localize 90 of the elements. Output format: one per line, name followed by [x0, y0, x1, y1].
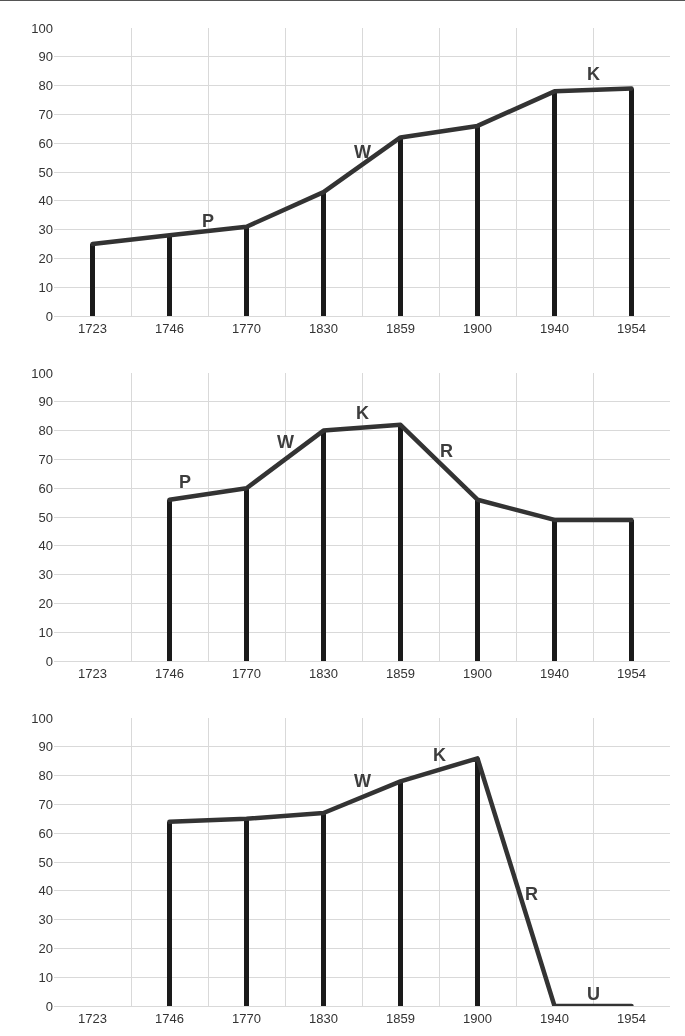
bar — [398, 781, 403, 1006]
bar — [321, 192, 326, 316]
y-tick-label: 10 — [38, 279, 53, 295]
annotation: K — [587, 64, 600, 84]
bar — [321, 813, 326, 1006]
bar — [167, 499, 172, 661]
annotation: W — [354, 771, 371, 791]
bar — [629, 519, 634, 661]
y-tick-label: 40 — [38, 193, 53, 209]
bar — [475, 499, 480, 661]
y-tick-label: 100 — [31, 20, 53, 36]
y-tick-label: 30 — [38, 912, 53, 928]
annotation: K — [356, 403, 369, 423]
y-tick-label: 80 — [38, 78, 53, 94]
x-tick-label: 1723 — [78, 665, 107, 681]
y-tick-label: 30 — [38, 567, 53, 583]
y-tick-label: 0 — [45, 653, 53, 669]
x-tick-label: 1723 — [78, 320, 107, 336]
x-tick-label: 1940 — [540, 665, 569, 681]
bar — [90, 244, 95, 316]
x-tick-label: 1746 — [155, 665, 184, 681]
y-tick-label: 100 — [31, 710, 53, 726]
bar — [398, 137, 403, 316]
y-tick-label: 10 — [38, 624, 53, 640]
x-tick-label: 1900 — [463, 1010, 492, 1026]
bar — [398, 424, 403, 661]
x-tick-label: 1723 — [78, 1010, 107, 1026]
y-tick-label: 60 — [38, 135, 53, 151]
y-tick-label: 90 — [38, 739, 53, 755]
x-tick-label: 1940 — [540, 1010, 569, 1026]
x-tick-label: 1954 — [617, 1010, 646, 1026]
y-tick-label: 60 — [38, 825, 53, 841]
x-tick-label: 1746 — [155, 1010, 184, 1026]
bar — [167, 235, 172, 316]
y-tick-label: 90 — [38, 394, 53, 410]
x-tick-label: 1770 — [232, 1010, 261, 1026]
x-tick-label: 1770 — [232, 665, 261, 681]
line-series — [167, 422, 634, 523]
y-tick-label: 40 — [38, 883, 53, 899]
annotation: P — [179, 472, 192, 492]
y-tick-label: 20 — [38, 595, 53, 611]
x-tick-label: 1859 — [386, 320, 415, 336]
x-tick-label: 1954 — [617, 320, 646, 336]
bar — [475, 125, 480, 316]
y-tick-label: 10 — [38, 969, 53, 985]
annotation: R — [440, 441, 453, 461]
annotation: W — [354, 142, 371, 162]
y-tick-label: 50 — [38, 164, 53, 180]
annotation: U — [587, 984, 600, 1004]
y-tick-label: 50 — [38, 509, 53, 525]
y-tick-label: 20 — [38, 940, 53, 956]
x-tick-label: 1954 — [617, 665, 646, 681]
x-tick-label: 1940 — [540, 320, 569, 336]
y-tick-label: 0 — [45, 308, 53, 324]
y-tick-label: 40 — [38, 538, 53, 554]
annotation: K — [433, 745, 446, 765]
bar — [167, 821, 172, 1006]
x-tick-label: 1830 — [309, 320, 338, 336]
x-tick-label: 1770 — [232, 320, 261, 336]
y-tick-label: 90 — [38, 49, 53, 65]
bar — [552, 91, 557, 316]
y-tick-label: 70 — [38, 106, 53, 122]
x-tick-label: 1900 — [463, 665, 492, 681]
bar — [552, 519, 557, 661]
y-tick-label: 100 — [31, 365, 53, 381]
x-tick-label: 1830 — [309, 665, 338, 681]
y-tick-label: 70 — [38, 796, 53, 812]
annotation: P — [202, 211, 215, 231]
x-tick-label: 1746 — [155, 320, 184, 336]
bar — [244, 488, 249, 661]
y-tick-label: 70 — [38, 451, 53, 467]
y-tick-label: 0 — [45, 998, 53, 1014]
bar — [244, 818, 249, 1006]
y-tick-label: 80 — [38, 423, 53, 439]
y-tick-label: 80 — [38, 768, 53, 784]
annotation: W — [277, 432, 294, 452]
line-series — [90, 86, 634, 247]
x-tick-label: 1900 — [463, 320, 492, 336]
bar — [244, 226, 249, 316]
x-tick-label: 1830 — [309, 1010, 338, 1026]
bar — [475, 758, 480, 1006]
y-tick-label: 20 — [38, 250, 53, 266]
y-tick-label: 60 — [38, 480, 53, 496]
bar — [321, 430, 326, 661]
y-tick-label: 50 — [38, 854, 53, 870]
x-tick-label: 1859 — [386, 665, 415, 681]
annotation: R — [525, 884, 538, 904]
x-tick-label: 1859 — [386, 1010, 415, 1026]
y-tick-label: 30 — [38, 222, 53, 238]
bar — [629, 88, 634, 316]
